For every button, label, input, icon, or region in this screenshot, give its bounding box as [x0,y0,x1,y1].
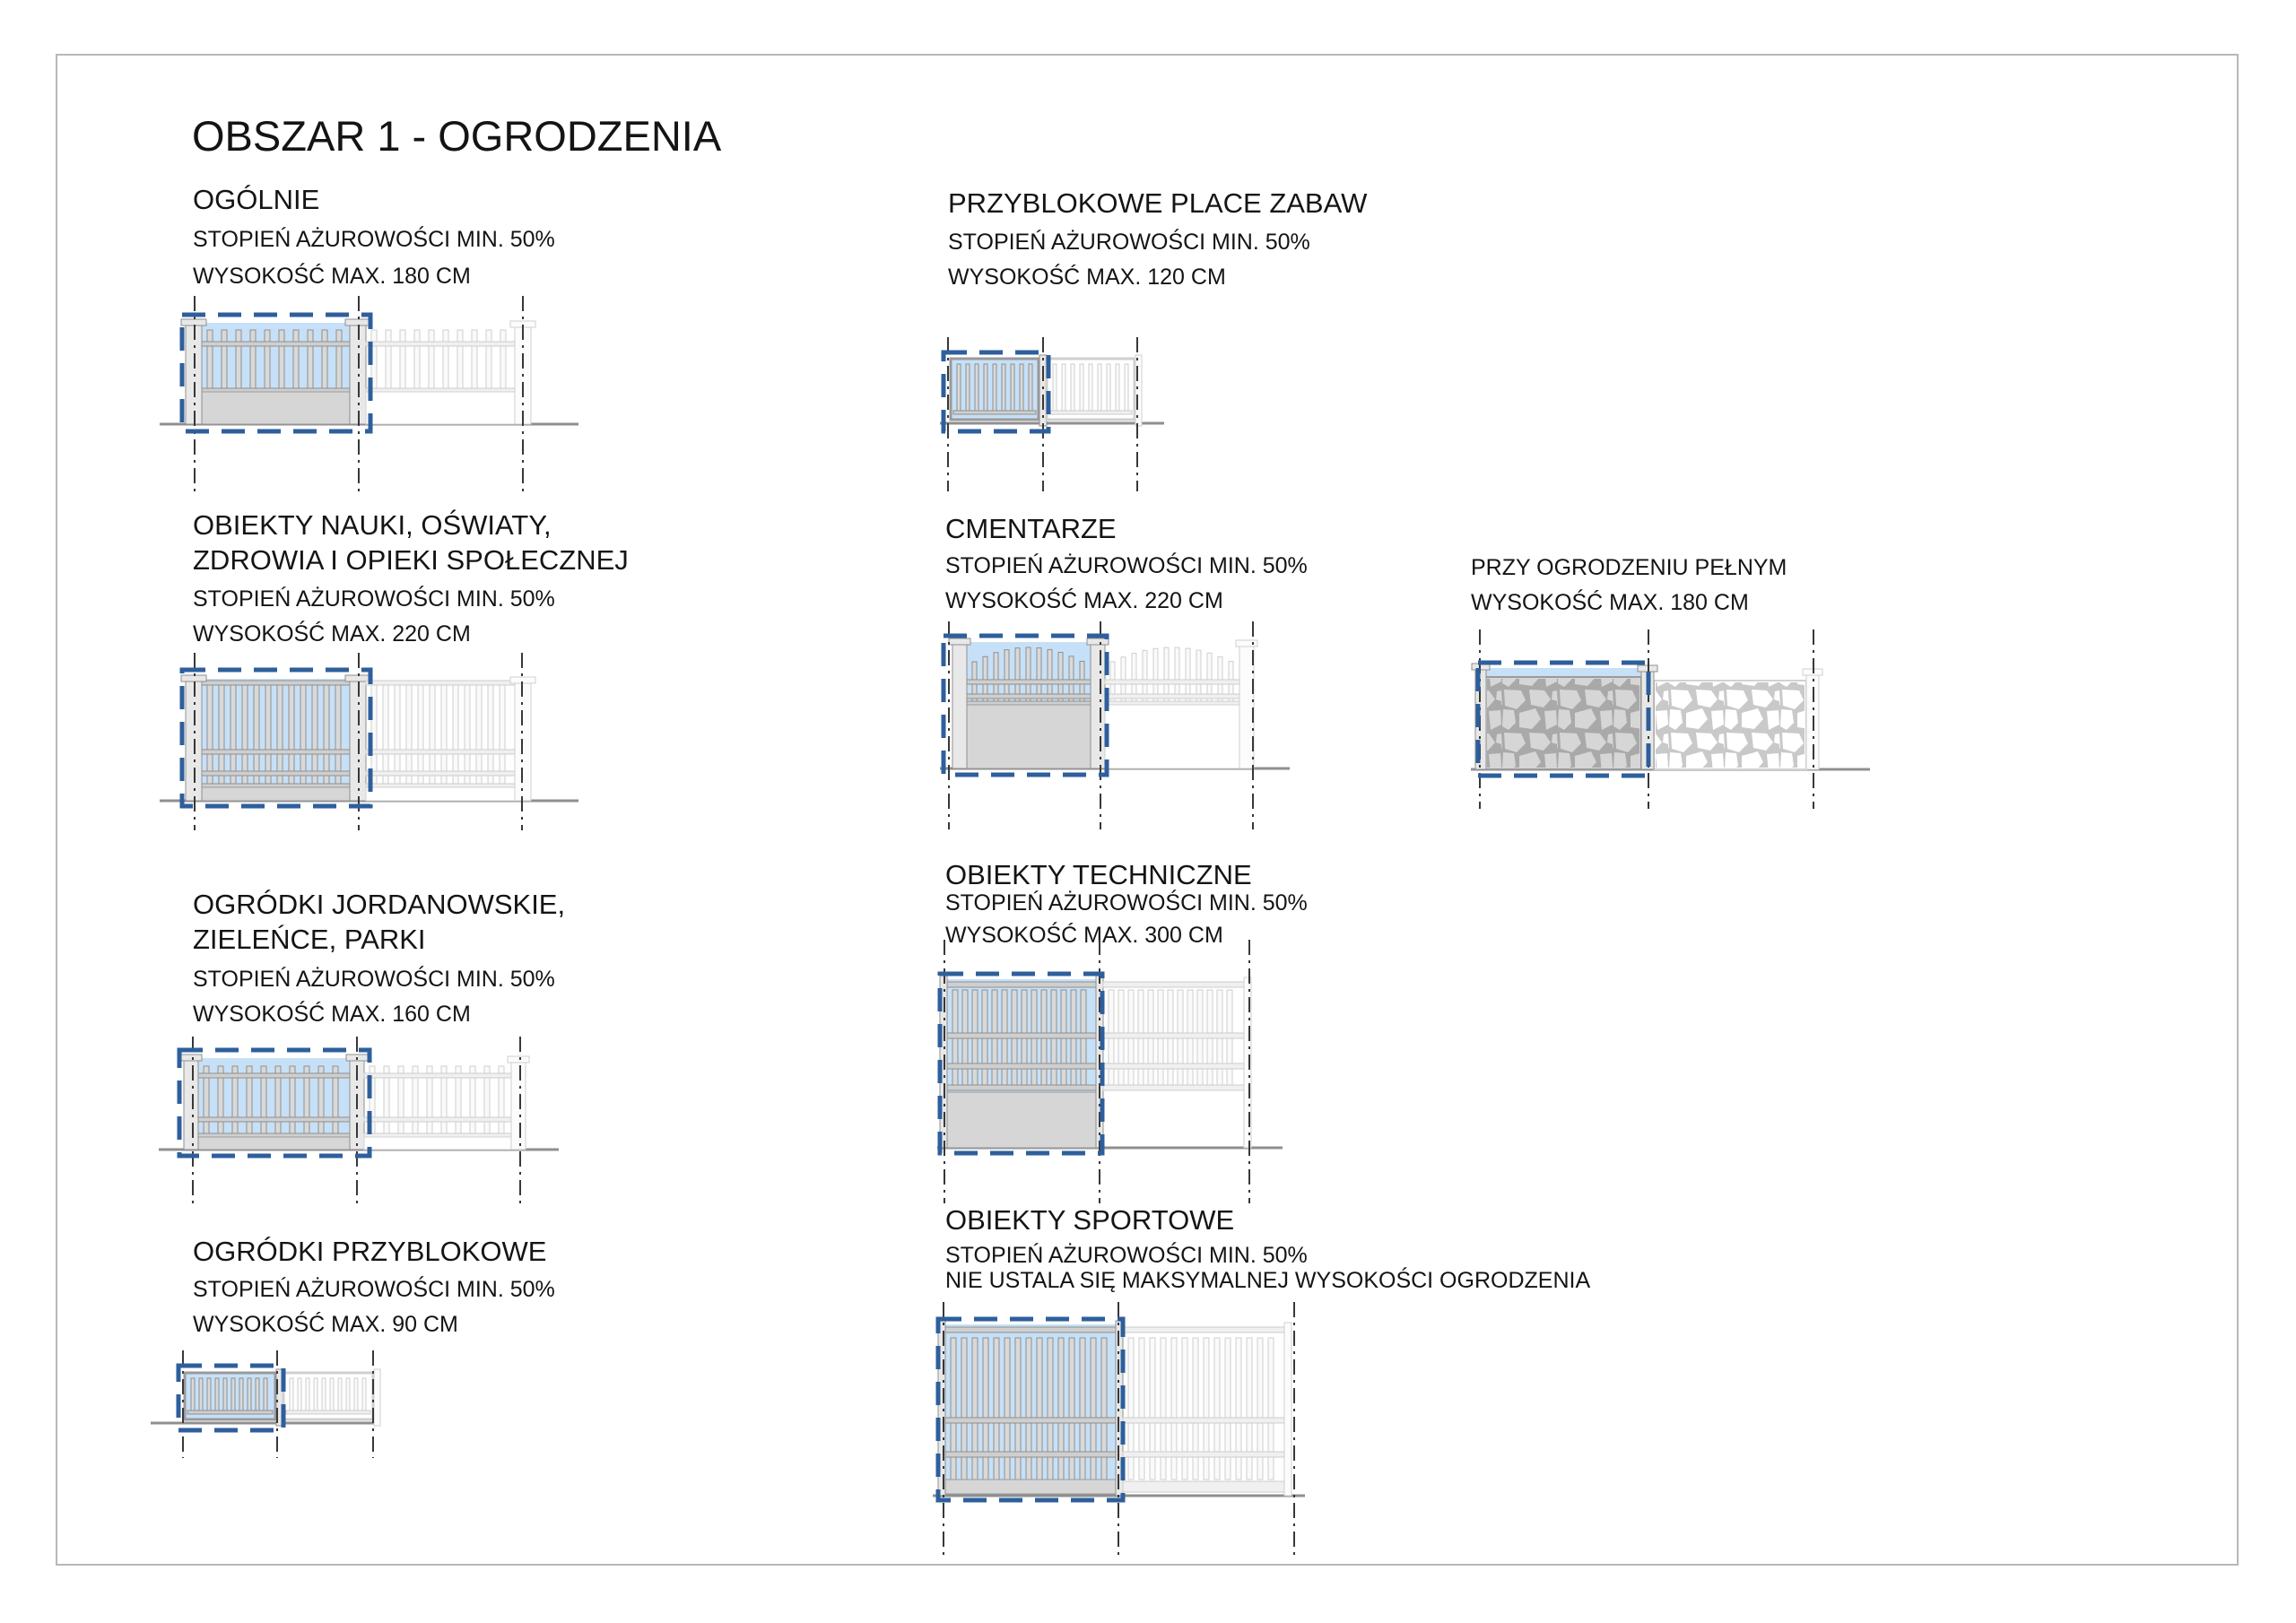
section-specs-przyblokowe: STOPIEŃ AŻUROWOŚCI MIN. 50% WYSOKOŚĆ MAX… [193,1272,555,1342]
section-specs-nauka: STOPIEŃ AŻUROWOŚCI MIN. 50% WYSOKOŚĆ MAX… [193,582,555,652]
spec-line: WYSOKOŚĆ MAX. 90 CM [193,1312,458,1337]
spec-line: WYSOKOŚĆ MAX. 220 CM [193,621,471,647]
fence-diagram-nauka [160,653,578,830]
section-title-techniczne: OBIEKTY TECHNICZNE [945,859,1252,890]
section-title-ogolnie: OGÓLNIE [193,184,320,215]
section-title-cmentarze: CMENTARZE [945,513,1117,544]
section-specs-ogolnie: STOPIEŃ AŻUROWOŚCI MIN. 50% WYSOKOŚĆ MAX… [193,221,555,295]
section-specs-cmentarze: STOPIEŃ AŻUROWOŚCI MIN. 50% WYSOKOŚĆ MAX… [945,549,1308,619]
spec-line: STOPIEŃ AŻUROWOŚCI MIN. 50% [945,890,1308,916]
spec-line: WYSOKOŚĆ MAX. 120 CM [948,265,1226,290]
title-line: ZIELEŃCE, PARKI [193,924,426,955]
spec-line: WYSOKOŚĆ MAX. 160 CM [193,1002,471,1027]
spec-line: STOPIEŃ AŻUROWOŚCI MIN. 50% [945,1243,1308,1268]
section-title-place-zabaw: PRZYBLOKOWE PLACE ZABAW [948,187,1368,219]
sheet-frame [56,54,2239,1566]
section-specs-ogrodzenie-pelne: PRZY OGRODZENIU PEŁNYM WYSOKOŚĆ MAX. 180… [1471,551,1787,621]
spec-line: PRZY OGRODZENIU PEŁNYM [1471,555,1787,580]
spec-line: WYSOKOŚĆ MAX. 300 CM [945,923,1223,948]
spec-line: STOPIEŃ AŻUROWOŚCI MIN. 50% [193,227,555,252]
section-specs-sportowe: STOPIEŃ AŻUROWOŚCI MIN. 50% NIE USTALA S… [945,1243,1590,1293]
title-line: OBIEKTY NAUKI, OŚWIATY, [193,509,552,541]
page-title: OBSZAR 1 - OGRODZENIA [192,112,722,160]
fence-diagram-przyblokowe [151,1350,381,1458]
fence-diagram-place-zabaw [940,337,1164,491]
section-title-nauka: OBIEKTY NAUKI, OŚWIATY, ZDROWIA I OPIEKI… [193,508,629,577]
fence-diagram-jordanowskie [159,1037,559,1206]
section-title-sportowe: OBIEKTY SPORTOWE [945,1204,1235,1236]
fence-diagram-ogrodzenie-pelne [1471,629,1870,809]
spec-line: STOPIEŃ AŻUROWOŚCI MIN. 50% [193,1277,555,1302]
spec-line: STOPIEŃ AŻUROWOŚCI MIN. 50% [193,967,555,992]
spec-line: WYSOKOŚĆ MAX. 180 CM [193,264,471,289]
fence-diagram-sportowe [933,1302,1305,1556]
title-line: ZDROWIA I OPIEKI SPOŁECZNEJ [193,544,629,576]
spec-line: STOPIEŃ AŻUROWOŚCI MIN. 50% [945,553,1308,578]
section-specs-jordanowskie: STOPIEŃ AŻUROWOŚCI MIN. 50% WYSOKOŚĆ MAX… [193,962,555,1032]
fence-diagram-ogolnie [160,296,578,491]
fence-diagram-techniczne [937,940,1283,1203]
spec-line: WYSOKOŚĆ MAX. 220 CM [945,588,1223,613]
spec-line: STOPIEŃ AŻUROWOŚCI MIN. 50% [193,586,555,612]
section-title-jordanowskie: OGRÓDKI JORDANOWSKIE, ZIELEŃCE, PARKI [193,887,565,957]
title-line: OGRÓDKI JORDANOWSKIE, [193,889,566,920]
spec-line: STOPIEŃ AŻUROWOŚCI MIN. 50% [948,230,1310,255]
spec-line: NIE USTALA SIĘ MAKSYMALNEJ WYSOKOŚCI OGR… [945,1268,1591,1293]
section-specs-techniczne: STOPIEŃ AŻUROWOŚCI MIN. 50% WYSOKOŚĆ MAX… [945,887,1308,951]
section-specs-place-zabaw: STOPIEŃ AŻUROWOŚCI MIN. 50% WYSOKOŚĆ MAX… [948,225,1310,295]
section-title-przyblokowe: OGRÓDKI PRZYBLOKOWE [193,1236,547,1267]
fence-diagram-cmentarze [940,621,1290,829]
spec-line: WYSOKOŚĆ MAX. 180 CM [1471,590,1749,615]
